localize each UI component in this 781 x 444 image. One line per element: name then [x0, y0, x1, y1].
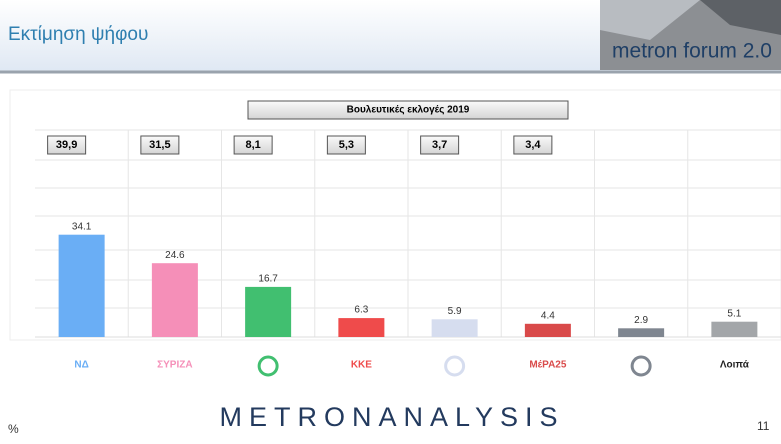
result-box	[513, 135, 553, 155]
badge-text: metron forum 2.0	[612, 40, 772, 63]
page-number: 11	[757, 419, 770, 433]
chart-title: Βουλευτικές εκλογές 2019	[347, 105, 470, 116]
bar	[58, 234, 105, 337]
footer-unit: %	[8, 422, 19, 436]
result-box	[140, 135, 180, 155]
result-box	[233, 135, 273, 155]
data-label: 4.4	[541, 310, 555, 321]
x-tick-label: ΝΔ	[74, 360, 88, 371]
x-tick-label: Λοιπά	[720, 360, 750, 371]
x-tick-label: ΣΥΡΙΖΑ	[157, 360, 192, 371]
result-label: 39,9	[56, 139, 77, 151]
bar	[245, 286, 292, 337]
header-title: Εκτίμηση ψήφου	[8, 24, 148, 45]
bar	[618, 328, 665, 337]
result-box	[420, 135, 460, 155]
data-label: 34.1	[72, 221, 92, 232]
party-logo	[257, 355, 279, 377]
result-box	[47, 135, 87, 155]
bar	[151, 263, 198, 337]
data-label: 5.1	[727, 308, 741, 319]
chart-panel	[9, 89, 781, 341]
data-label: 24.6	[165, 250, 185, 261]
data-label: 2.9	[634, 315, 648, 326]
data-label: 6.3	[354, 305, 368, 316]
badge-shape	[700, 0, 781, 35]
party-logo	[630, 355, 652, 377]
data-label: 16.7	[258, 274, 278, 285]
x-tick-label: ΚΚΕ	[351, 360, 372, 371]
data-label: 5.9	[448, 306, 462, 317]
result-label: 8,1	[245, 139, 260, 151]
result-label: 5,3	[339, 139, 354, 151]
chart-title-box	[247, 100, 569, 120]
bar	[711, 321, 758, 337]
bar	[431, 319, 478, 337]
result-box	[326, 135, 366, 155]
badge-shape	[600, 0, 700, 40]
result-label: 31,5	[149, 139, 170, 151]
x-tick-label: ΜέΡΑ25	[529, 360, 567, 371]
bar	[338, 318, 385, 337]
bar	[524, 323, 571, 337]
party-logo	[444, 355, 466, 377]
footer-brand: METRONANALYSIS	[219, 402, 564, 432]
result-label: 3,7	[432, 139, 447, 151]
result-label: 3,4	[525, 139, 541, 151]
